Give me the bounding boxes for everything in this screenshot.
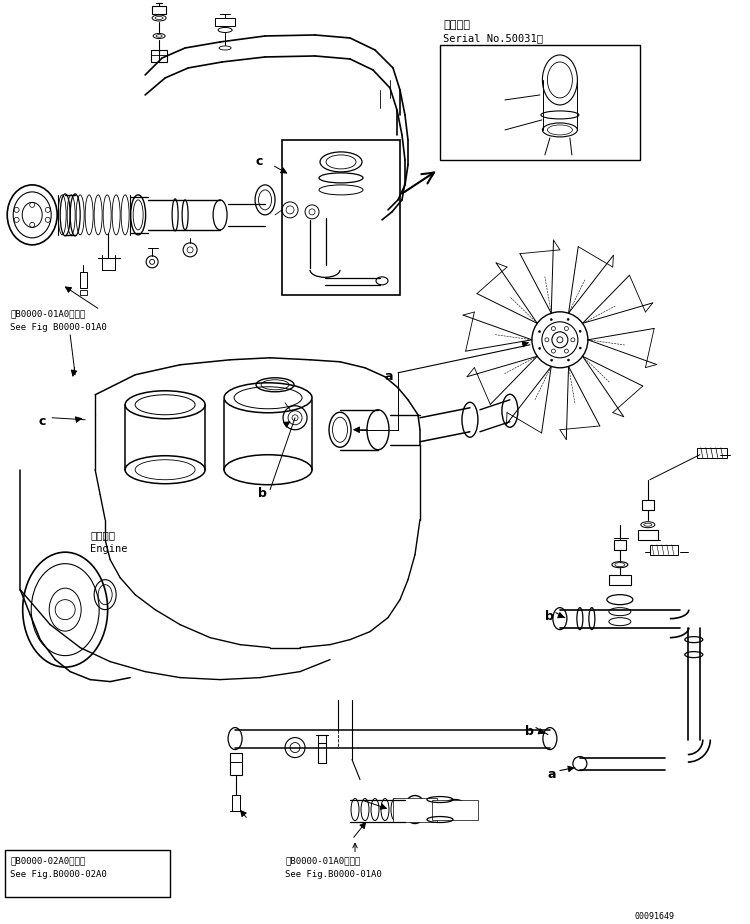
Circle shape <box>567 319 569 321</box>
Bar <box>638 529 658 540</box>
Text: b: b <box>258 487 267 500</box>
Text: Engine: Engine <box>90 543 128 553</box>
Text: b: b <box>545 610 554 623</box>
Circle shape <box>579 347 581 349</box>
Bar <box>642 500 654 510</box>
Bar <box>440 45 640 160</box>
Circle shape <box>568 359 569 361</box>
Bar <box>152 50 167 62</box>
Text: b: b <box>525 724 534 737</box>
Bar <box>80 272 87 288</box>
Text: See Fig.B0000-01A0: See Fig.B0000-01A0 <box>285 869 382 879</box>
Text: 第B0000-02A0図参照: 第B0000-02A0図参照 <box>10 857 86 866</box>
Bar <box>80 290 87 295</box>
Bar <box>650 544 678 554</box>
Bar <box>432 799 478 820</box>
Text: c: c <box>255 155 262 168</box>
Text: 00091649: 00091649 <box>634 913 675 921</box>
Circle shape <box>579 330 581 333</box>
Bar <box>215 18 235 26</box>
Circle shape <box>550 359 553 361</box>
Text: Serial No.50031～: Serial No.50031～ <box>443 33 543 43</box>
Circle shape <box>550 319 552 321</box>
Text: a: a <box>385 370 394 383</box>
Bar <box>609 575 631 585</box>
Bar <box>697 448 727 457</box>
Circle shape <box>538 347 541 349</box>
Bar <box>232 795 240 810</box>
Text: 第B0000-01A0図参照: 第B0000-01A0図参照 <box>10 310 86 319</box>
Text: See Fig B0000-01A0: See Fig B0000-01A0 <box>10 322 107 332</box>
Bar <box>318 743 326 762</box>
Text: エンジン: エンジン <box>90 529 116 540</box>
Text: 第B0000-01A0図参照: 第B0000-01A0図参照 <box>285 857 360 866</box>
Bar <box>152 6 166 14</box>
Bar <box>393 797 437 821</box>
Text: 適用号機: 適用号機 <box>443 20 470 30</box>
Circle shape <box>538 331 541 333</box>
Bar <box>282 140 400 295</box>
Bar <box>5 849 170 897</box>
Bar <box>230 752 242 774</box>
Text: c: c <box>38 415 46 428</box>
Text: a: a <box>548 768 556 781</box>
Bar <box>614 540 626 550</box>
Text: See Fig.B0000-02A0: See Fig.B0000-02A0 <box>10 869 107 879</box>
